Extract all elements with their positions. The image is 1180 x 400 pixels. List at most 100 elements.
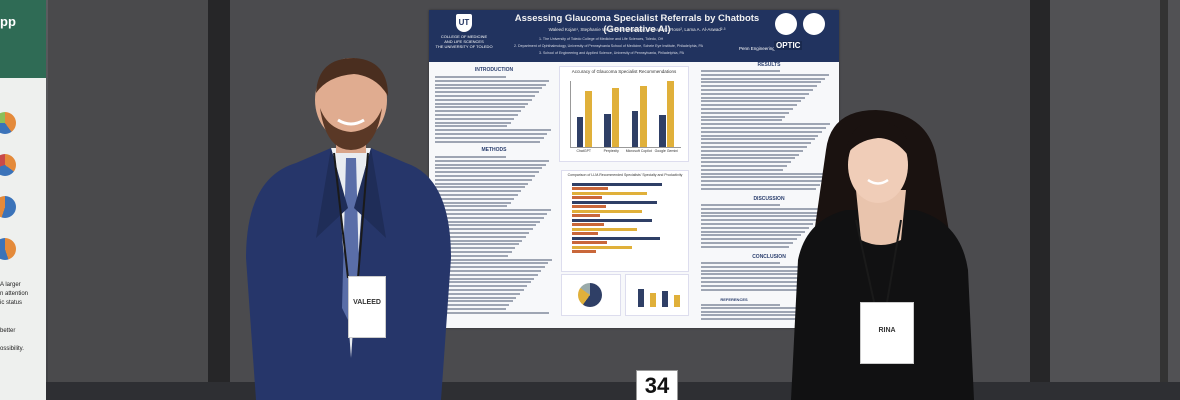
horizontal-bar: [572, 183, 662, 186]
bar-series-b: [584, 90, 592, 147]
bar-series-b: [639, 86, 647, 147]
text-line: [435, 232, 530, 234]
section-title: INTRODUCTION: [474, 67, 514, 73]
horizontal-bar-accent: [572, 186, 608, 190]
text-line: [435, 171, 539, 174]
text-line: [435, 304, 510, 307]
text-line: [701, 223, 814, 225]
text-line: [435, 117, 515, 120]
seal-icon: [775, 13, 797, 35]
text-line: [701, 77, 826, 80]
text-line: [435, 228, 533, 231]
text-line: [435, 270, 542, 272]
badge-name: RINA: [878, 327, 896, 334]
pie-chart-icon: [0, 154, 16, 176]
text-line: [435, 277, 535, 280]
text-line: [701, 165, 787, 167]
text-line: [435, 201, 511, 204]
horizontal-bar: [572, 210, 642, 213]
text-line: [701, 146, 807, 148]
text-line: [701, 281, 814, 283]
pie-chart-icon: [0, 112, 16, 134]
text-line: [701, 211, 826, 214]
text-line: [435, 220, 541, 223]
text-line: [435, 175, 536, 177]
pie-chart-icon: [0, 196, 16, 218]
text-line: [701, 104, 798, 107]
text-line: [701, 157, 795, 160]
neighbor-poster: pp A larger n attention ic status better…: [0, 0, 46, 400]
mini-bar: [638, 289, 644, 307]
board-post: [1030, 0, 1050, 400]
text-line: [435, 266, 545, 269]
logo-line: COLLEGE OF MEDICINE: [440, 34, 488, 39]
text-line: [435, 190, 522, 193]
board-post: [1160, 0, 1168, 400]
text-line: [701, 73, 830, 76]
text-line: [701, 269, 826, 272]
text-line: [435, 254, 509, 257]
pie-mini-chart: [561, 274, 621, 316]
text-line: [701, 219, 818, 222]
text-line: [435, 182, 529, 185]
section-title: METHODS: [481, 147, 507, 153]
text-line: [435, 140, 541, 143]
text-line: [435, 102, 529, 105]
text-line: [435, 209, 551, 212]
text-line: [435, 300, 513, 303]
text-line: [435, 186, 525, 189]
section-title: DISCUSSION: [753, 196, 785, 202]
floor-strip: [0, 382, 1180, 400]
neighbor-poster-text: ossibility.: [0, 346, 24, 352]
horizontal-bar: [572, 228, 637, 231]
text-line: [435, 121, 511, 124]
presenter-left: VALEED: [236, 58, 456, 400]
text-line: [435, 76, 506, 78]
text-line: [701, 115, 786, 118]
chart-title: Comparison of LLM-Recommended Specialist…: [567, 173, 683, 177]
text-line: [701, 70, 781, 72]
text-line: [701, 134, 819, 137]
sponsor-logo: OPTIC: [774, 41, 803, 50]
text-line: [701, 187, 816, 190]
text-line: [701, 204, 781, 206]
text-line: [701, 142, 811, 145]
text-line: [435, 281, 531, 284]
text-line: [435, 167, 543, 170]
text-line: [435, 156, 506, 158]
bar-series-a: [659, 115, 666, 147]
text-line: [701, 92, 810, 95]
name-badge: RINA: [860, 302, 914, 364]
section-title: REFERENCES: [720, 297, 748, 302]
bar-series-a: [604, 114, 611, 147]
text-line: [701, 96, 806, 99]
text-line: [435, 129, 551, 132]
text-line: [435, 95, 536, 97]
text-line: [435, 296, 517, 299]
text-line: [701, 172, 832, 175]
text-line: [435, 159, 550, 162]
poster-affiliation: 1. The University of Toledo College of M…: [539, 37, 664, 41]
text-line: [701, 284, 810, 287]
text-line: [701, 238, 798, 241]
poster-authors: Waleed Kojan¹, Stephanie Wey², Rina Nega…: [548, 27, 726, 32]
text-line: [435, 251, 512, 253]
horizontal-bar-accent: [572, 222, 604, 226]
text-line: [435, 243, 519, 246]
text-line: [701, 161, 791, 164]
text-line: [435, 91, 539, 94]
text-line: [701, 138, 815, 141]
text-line: [435, 163, 546, 166]
text-line: [435, 178, 532, 181]
x-tick-label: ChatGPT: [576, 149, 592, 153]
text-line: [435, 114, 518, 116]
text-line: [435, 216, 544, 219]
poster-title: Assessing Glaucoma Specialist Referrals …: [514, 13, 760, 35]
poster-board-left: [48, 0, 208, 400]
bar-series-b: [612, 87, 620, 147]
horizontal-bar: [572, 246, 632, 249]
chart-plot-area: [572, 183, 682, 263]
poster-header: UT COLLEGE OF MEDICINE AND LIFE SCIENCES…: [429, 10, 839, 62]
text-line: [701, 130, 823, 133]
text-line: [435, 289, 524, 291]
